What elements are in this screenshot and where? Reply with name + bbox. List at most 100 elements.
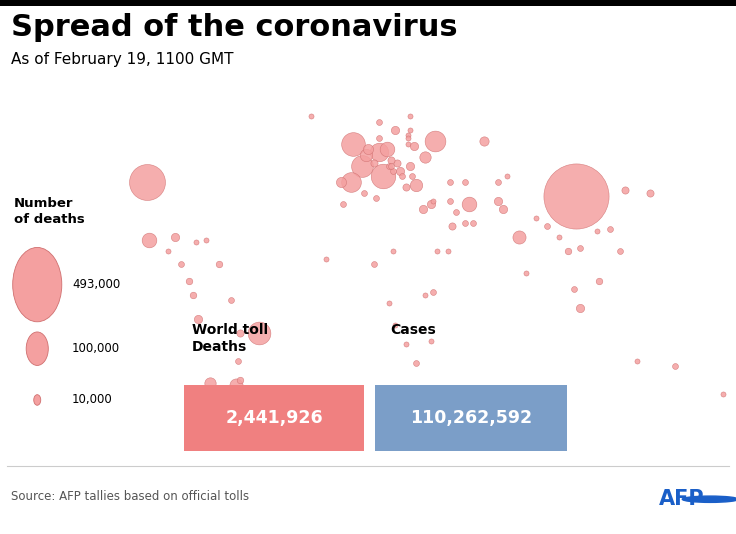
Point (369, 159, 381, 167)
Point (347, 139, 359, 148)
Point (183, 277, 195, 285)
Text: Cases: Cases (391, 323, 436, 337)
Point (553, 233, 565, 241)
Point (400, 183, 411, 192)
Text: World toll
Deaths: World toll Deaths (191, 323, 268, 355)
Point (446, 222, 458, 230)
Point (404, 125, 416, 134)
Point (541, 222, 553, 230)
Point (320, 255, 332, 263)
Point (591, 227, 603, 235)
Point (383, 161, 395, 170)
Point (419, 153, 431, 161)
Point (459, 219, 470, 227)
Text: 110,262,592: 110,262,592 (410, 409, 532, 427)
Point (163, 246, 174, 255)
Point (492, 178, 504, 186)
Point (497, 205, 509, 214)
FancyBboxPatch shape (184, 384, 364, 451)
Point (428, 197, 439, 206)
Point (431, 246, 443, 255)
Text: As of February 19, 1100 GMT: As of February 19, 1100 GMT (11, 52, 233, 67)
Point (411, 180, 422, 189)
Point (631, 356, 643, 365)
Point (387, 246, 399, 255)
Point (305, 112, 317, 120)
Circle shape (26, 332, 49, 365)
Point (381, 145, 393, 153)
Text: 493,000: 493,000 (72, 278, 120, 291)
Point (169, 233, 180, 241)
FancyBboxPatch shape (0, 0, 736, 6)
Point (570, 192, 582, 200)
Point (372, 117, 384, 126)
Point (619, 186, 631, 194)
Circle shape (13, 247, 62, 322)
Point (188, 290, 199, 299)
Text: Number
of deaths: Number of deaths (13, 198, 85, 226)
Point (144, 235, 155, 244)
Point (444, 197, 456, 206)
Point (370, 194, 382, 203)
Point (425, 337, 437, 345)
Point (213, 260, 224, 269)
Point (192, 315, 204, 324)
Circle shape (682, 496, 736, 502)
Point (408, 142, 420, 151)
Point (568, 285, 580, 293)
Point (531, 214, 542, 222)
Point (362, 145, 374, 153)
Point (232, 356, 244, 365)
Point (234, 329, 246, 337)
Point (190, 238, 202, 247)
Point (402, 131, 414, 139)
Point (377, 172, 389, 181)
Text: AFP: AFP (659, 489, 704, 509)
Point (372, 147, 384, 156)
Point (419, 290, 431, 299)
Point (478, 137, 489, 145)
Point (392, 159, 403, 167)
Point (396, 172, 408, 181)
Point (389, 320, 401, 329)
Point (411, 359, 422, 367)
Point (200, 235, 212, 244)
Point (337, 200, 349, 208)
Point (252, 329, 264, 337)
Point (575, 244, 587, 252)
Point (175, 260, 187, 269)
Point (406, 172, 418, 181)
Point (345, 178, 357, 186)
Point (355, 161, 367, 170)
Point (402, 134, 414, 142)
Point (459, 178, 470, 186)
Point (387, 167, 399, 175)
Point (467, 219, 479, 227)
Point (205, 378, 216, 387)
Point (562, 246, 573, 255)
Point (520, 269, 531, 277)
Point (514, 233, 526, 241)
Point (417, 205, 428, 214)
Point (575, 304, 587, 312)
Point (429, 137, 441, 145)
Point (369, 260, 381, 269)
Text: 100,000: 100,000 (72, 342, 120, 355)
Point (385, 161, 397, 170)
Point (335, 178, 347, 186)
Point (358, 189, 369, 197)
Point (718, 389, 729, 398)
Point (425, 200, 437, 208)
Text: 10,000: 10,000 (72, 394, 113, 406)
Point (360, 150, 372, 159)
Point (463, 200, 475, 208)
Circle shape (34, 395, 40, 405)
Point (400, 340, 411, 348)
Text: Spread of the coronavirus: Spread of the coronavirus (11, 13, 458, 42)
Text: Source: AFP tallies based on official tolls: Source: AFP tallies based on official to… (11, 490, 250, 503)
Point (492, 197, 504, 206)
Point (230, 381, 241, 390)
Point (383, 299, 395, 307)
Point (604, 224, 616, 233)
Point (428, 288, 439, 296)
